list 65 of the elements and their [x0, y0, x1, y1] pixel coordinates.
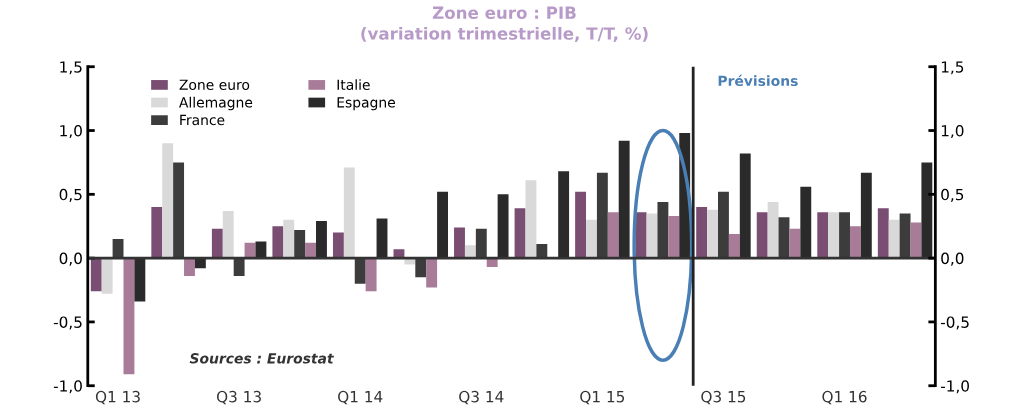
y2-tick-label: -0,5 — [940, 316, 969, 330]
legend-label: Allemagne — [179, 96, 253, 111]
y2-tick-label: 1,5 — [941, 61, 964, 75]
y-tick-label: -1,0 — [53, 380, 82, 394]
bar — [646, 213, 658, 259]
bar — [514, 208, 526, 259]
bar — [305, 242, 317, 259]
bar — [162, 143, 174, 259]
bar — [454, 227, 465, 259]
x-tick-label: Q3 15 — [701, 390, 746, 405]
bar — [332, 232, 344, 259]
bar — [525, 180, 537, 259]
y-tick-label: -0,5 — [53, 316, 82, 330]
bar — [575, 191, 587, 259]
bar — [607, 212, 619, 259]
bar — [767, 201, 779, 259]
bar — [272, 226, 284, 259]
x-tick-label: Q3 13 — [216, 390, 261, 405]
y-tick-label: 0,0 — [59, 252, 82, 266]
ref-line-label: Prévisions — [718, 74, 798, 87]
bar — [464, 245, 476, 259]
bar — [756, 212, 768, 259]
bar — [707, 209, 718, 259]
annotation: Sources : Eurostat — [189, 353, 335, 364]
bar — [849, 226, 861, 259]
legend-label: Italie — [337, 79, 370, 90]
x-tick-label: Q1 16 — [822, 390, 867, 405]
bar — [343, 167, 355, 259]
legend-label: France — [180, 114, 225, 126]
x-tick-label: Q1 14 — [338, 390, 383, 405]
y-tick-label: 1,5 — [60, 61, 82, 75]
bar — [365, 258, 377, 292]
bar — [90, 258, 102, 292]
bar — [101, 258, 113, 294]
bar — [211, 228, 223, 259]
bar — [910, 222, 922, 259]
bar — [184, 258, 195, 276]
x-tick-label: Q1 15 — [580, 390, 625, 405]
bar — [283, 219, 295, 259]
bar — [888, 219, 900, 259]
y-tick-label: 1,0 — [60, 124, 82, 139]
bar — [817, 212, 829, 259]
legend-label: Espagne — [337, 97, 395, 111]
y-tick-label: 0,5 — [59, 188, 82, 202]
y2-tick-label: 0,5 — [941, 188, 964, 202]
x-tick-label: Q3 14 — [459, 390, 504, 405]
chart-subtitle: (variation trimestrielle, T/T, %) — [361, 26, 648, 42]
x-tick-label: Q1 13 — [95, 390, 140, 405]
bar — [696, 207, 708, 259]
bar — [222, 210, 234, 259]
bar — [123, 258, 135, 375]
legend-label: Zone euro — [179, 79, 250, 90]
bar — [877, 208, 889, 259]
bar — [728, 233, 740, 259]
bar — [828, 212, 840, 259]
chart-title: Zone euro : PIB — [432, 6, 576, 19]
bar — [586, 219, 597, 259]
bar — [635, 212, 647, 259]
bar — [789, 228, 801, 259]
bar — [668, 216, 680, 259]
y2-tick-label: 0,0 — [941, 252, 964, 266]
y2-tick-label: -1,0 — [940, 380, 969, 394]
bar — [426, 258, 438, 288]
bar — [151, 207, 163, 259]
y2-tick-label: 1,0 — [941, 124, 964, 139]
